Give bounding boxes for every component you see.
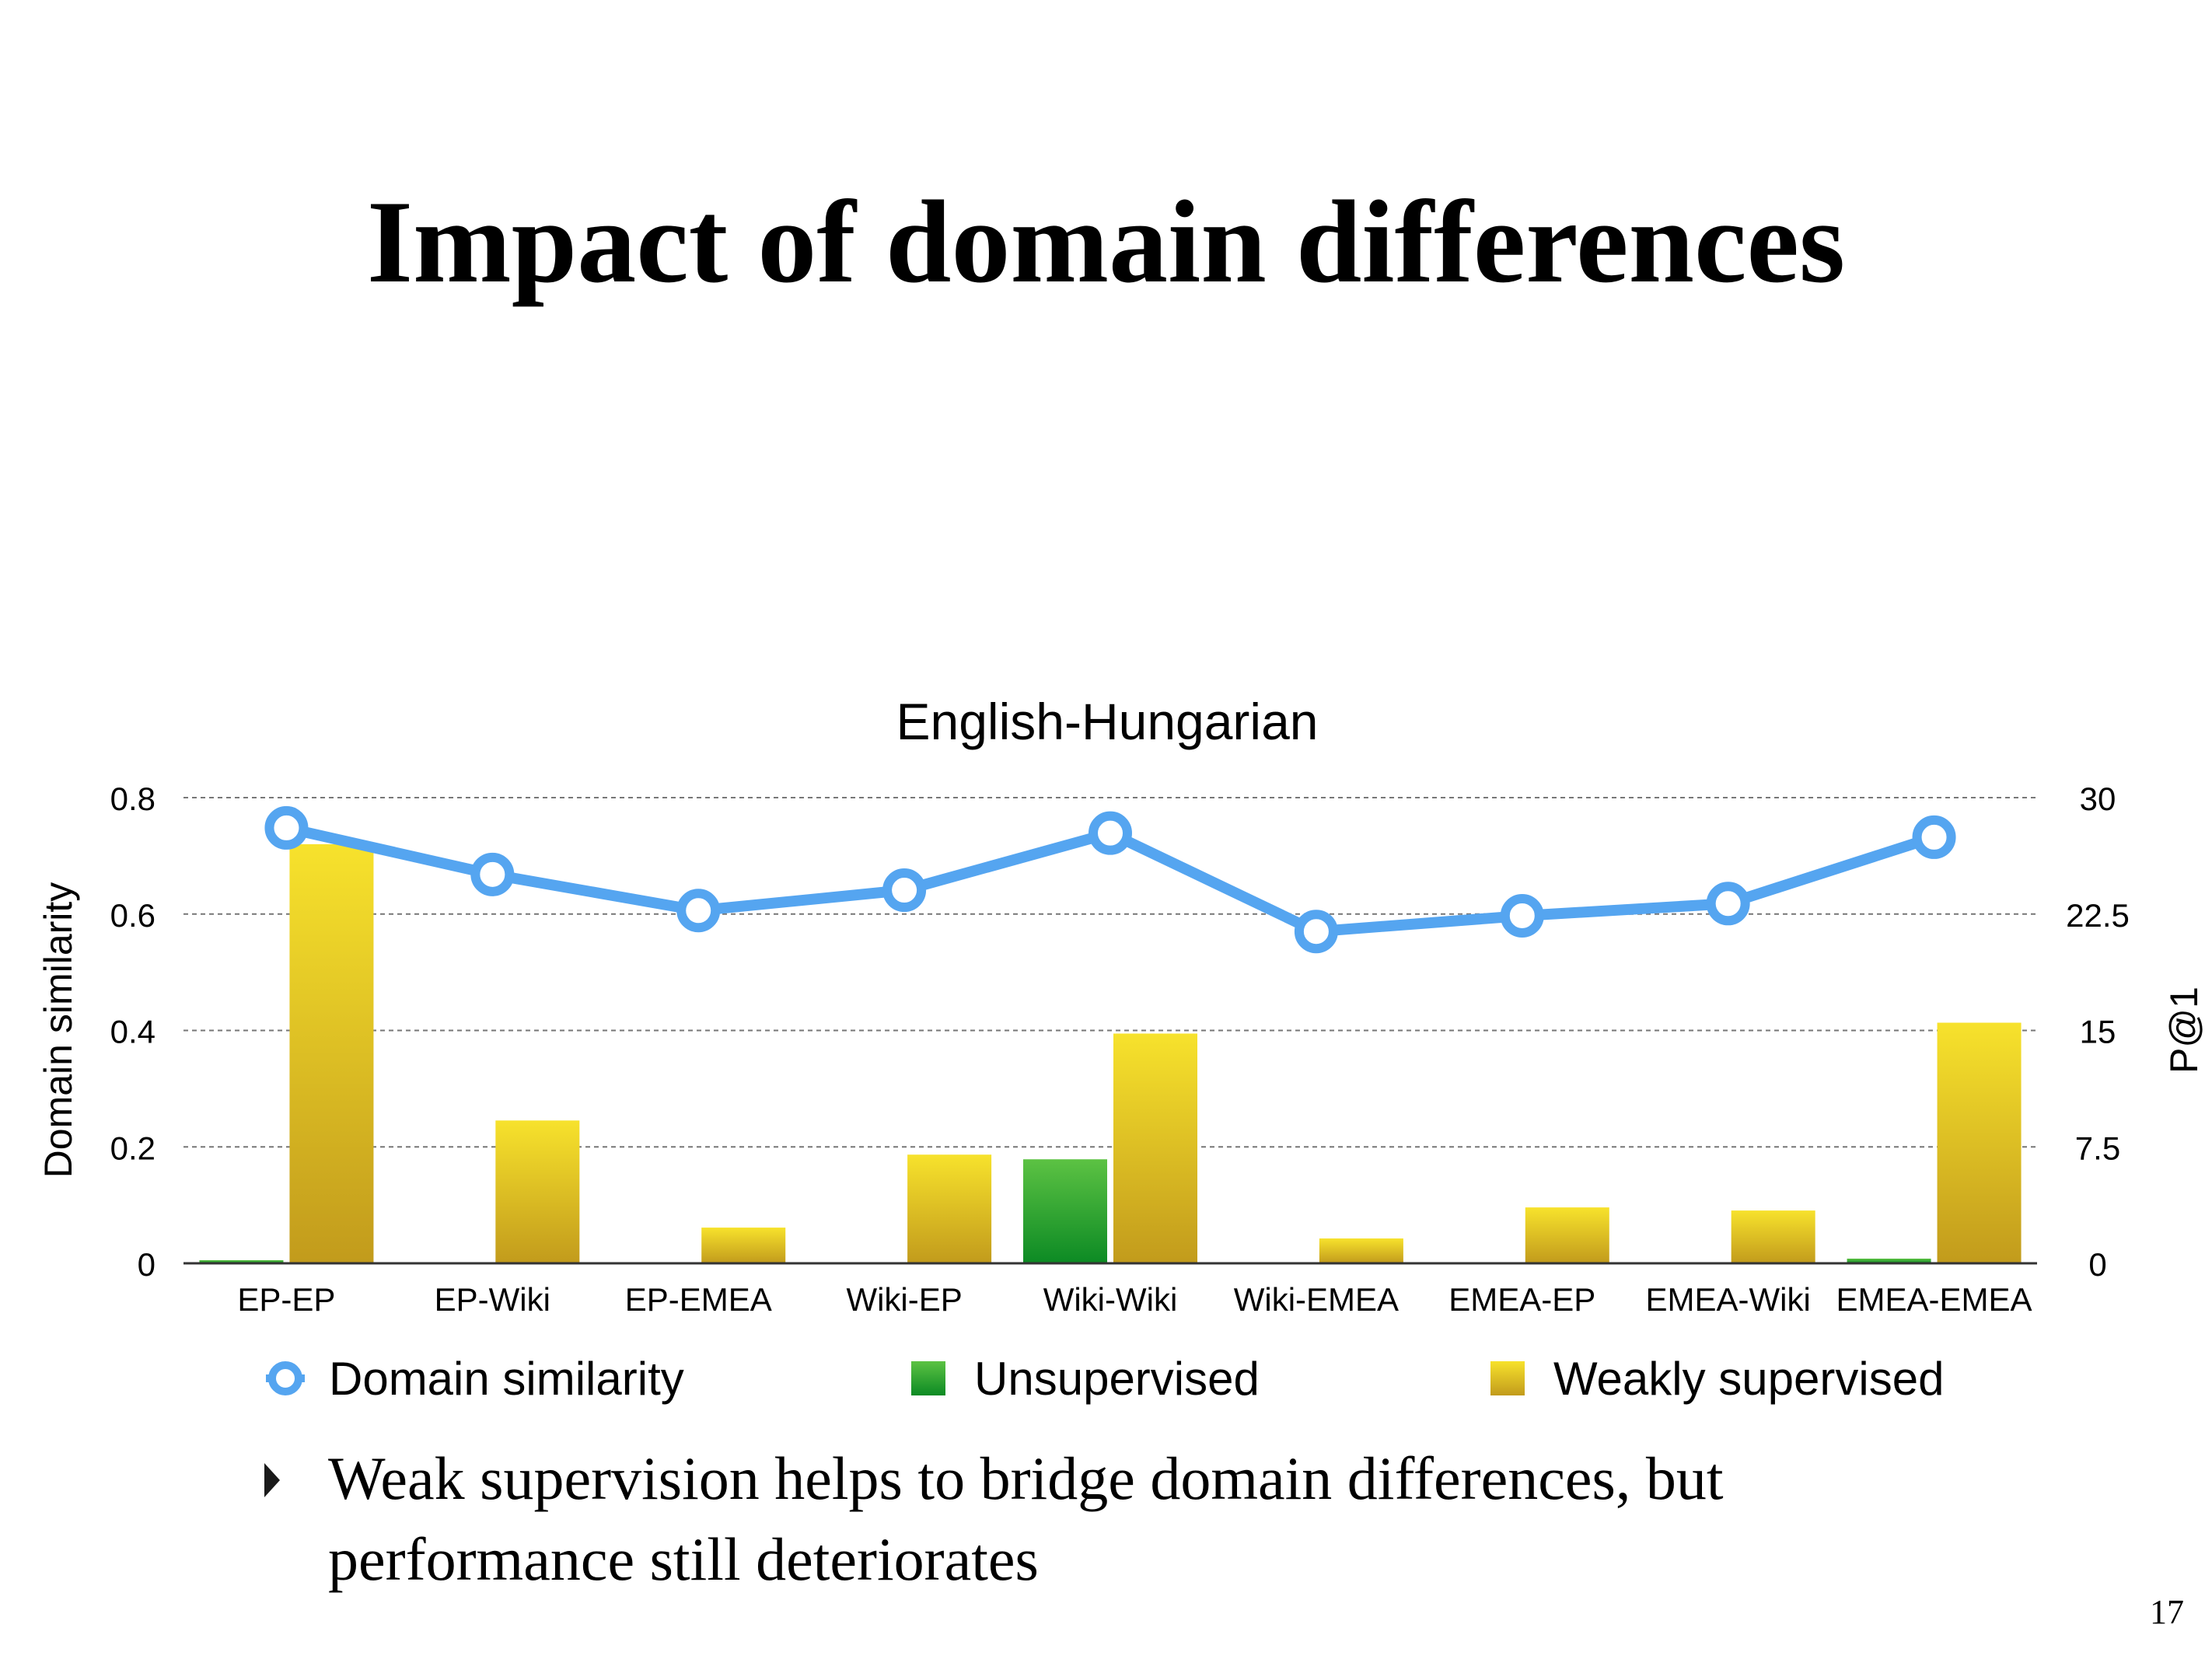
y-right-tick-label: 7.5 bbox=[2075, 1130, 2120, 1166]
legend-label-unsupervised: Unsupervised bbox=[974, 1353, 1260, 1405]
legend-unsupervised-swatch bbox=[911, 1361, 945, 1395]
bar-weakly-supervised-wiki-wiki bbox=[1113, 1033, 1197, 1263]
y-right-tick-label: 30 bbox=[2080, 781, 2116, 817]
y-axis-right-ticks: 0 7.5 15 22.5 30 bbox=[2066, 781, 2130, 1283]
page-number: 17 bbox=[2150, 1593, 2184, 1631]
y-axis-right-label: P@1 bbox=[2162, 987, 2206, 1074]
bar-weakly-supervised-wiki-ep bbox=[907, 1154, 992, 1263]
domain-similarity-point-wiki-ep bbox=[882, 868, 927, 913]
bar-unsupervised-wiki-wiki bbox=[1023, 1159, 1107, 1263]
gridlines bbox=[183, 797, 2037, 1148]
bar-weakly-supervised-emea-emea bbox=[1937, 1022, 2022, 1263]
x-tick-label: EMEA-EP bbox=[1448, 1281, 1595, 1318]
x-tick-label: Wiki-Wiki bbox=[1043, 1281, 1178, 1318]
legend: Domain similarity Unsupervised Weakly su… bbox=[266, 1353, 1944, 1405]
domain-similarity-point-wiki-emea bbox=[1294, 910, 1338, 954]
legend-label-domain-similarity: Domain similarity bbox=[329, 1353, 684, 1405]
domain-similarity-line bbox=[264, 805, 1956, 954]
legend-label-weakly-supervised: Weakly supervised bbox=[1553, 1353, 1944, 1405]
domain-similarity-point-ep-ep bbox=[264, 805, 309, 850]
x-tick-label: EMEA-Wiki bbox=[1646, 1281, 1811, 1318]
slide-title: Impact of domain differences bbox=[366, 176, 1846, 307]
bullet-text: Weak supervision helps to bridge domain … bbox=[328, 1444, 1724, 1593]
bar-weakly-supervised-emea-ep bbox=[1525, 1207, 1609, 1263]
bar-weakly-supervised-ep-ep bbox=[289, 843, 374, 1263]
y-left-tick-label: 0 bbox=[138, 1246, 156, 1283]
y-right-tick-label: 0 bbox=[2088, 1246, 2106, 1283]
bar-weakly-supervised-wiki-emea bbox=[1319, 1238, 1403, 1263]
x-tick-label: EP-EMEA bbox=[625, 1281, 772, 1318]
x-tick-label: EP-Wiki bbox=[435, 1281, 550, 1318]
x-tick-label: EMEA-EMEA bbox=[1836, 1281, 2032, 1318]
bar-unsupervised-ep-ep bbox=[199, 1260, 284, 1263]
y-right-tick-label: 15 bbox=[2080, 1014, 2116, 1050]
bar-unsupervised-emea-emea bbox=[1847, 1259, 1931, 1263]
y-left-tick-label: 0.4 bbox=[110, 1014, 156, 1050]
domain-similarity-point-ep-wiki bbox=[470, 852, 515, 896]
y-axis-left-label: Domain similarity bbox=[37, 882, 80, 1179]
y-right-tick-label: 22.5 bbox=[2066, 897, 2130, 934]
bullet-triangle-icon bbox=[264, 1463, 280, 1497]
bar-weakly-supervised-emea-wiki bbox=[1731, 1210, 1815, 1263]
x-tick-label: EP-EP bbox=[237, 1281, 335, 1318]
x-axis-ticks: EP-EP EP-Wiki EP-EMEA Wiki-EP Wiki-Wiki Wiki-… bbox=[237, 1281, 2032, 1318]
domain-similarity-point-emea-wiki bbox=[1706, 882, 1750, 926]
y-left-tick-label: 0.8 bbox=[110, 781, 156, 817]
legend-weakly-supervised-swatch bbox=[1490, 1361, 1525, 1395]
y-left-tick-label: 0.6 bbox=[110, 897, 156, 934]
legend-item-weakly-supervised: Weakly supervised bbox=[1490, 1353, 1944, 1405]
domain-similarity-point-wiki-wiki bbox=[1089, 811, 1132, 855]
x-tick-label: Wiki-EP bbox=[846, 1281, 962, 1318]
bar-weakly-supervised-ep-wiki bbox=[495, 1120, 580, 1263]
bars bbox=[199, 843, 2022, 1263]
domain-similarity-point-ep-emea bbox=[676, 889, 721, 933]
domain-similarity-point-emea-ep bbox=[1500, 893, 1544, 938]
chart-title: English-Hungarian bbox=[896, 693, 1319, 750]
y-axis-left-ticks: 0 0.2 0.4 0.6 0.8 bbox=[110, 781, 156, 1283]
x-tick-label: Wiki-EMEA bbox=[1234, 1281, 1399, 1318]
bar-weakly-supervised-ep-emea bbox=[701, 1228, 786, 1263]
legend-item-domain-similarity: Domain similarity bbox=[266, 1353, 684, 1405]
domain-similarity-point-emea-emea bbox=[1912, 815, 1956, 859]
y-left-tick-label: 0.2 bbox=[110, 1130, 156, 1166]
legend-item-unsupervised: Unsupervised bbox=[911, 1353, 1260, 1405]
legend-marker-swatch bbox=[268, 1361, 302, 1395]
